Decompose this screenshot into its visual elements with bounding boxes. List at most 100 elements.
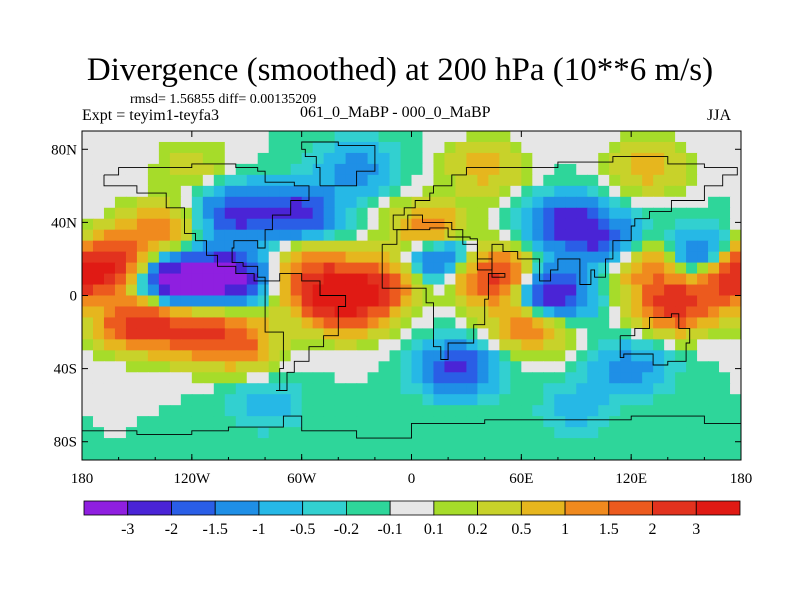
field-cell (224, 185, 237, 198)
field-cell (411, 427, 424, 439)
field-cell (554, 262, 566, 275)
field-cell (719, 317, 731, 330)
field-cell (82, 196, 94, 209)
field-cell (565, 394, 577, 406)
field-cell (158, 141, 171, 154)
field-cell (477, 383, 489, 395)
field-cell (565, 141, 577, 154)
field-cell (565, 251, 577, 264)
field-cell (521, 383, 533, 395)
field-cell (565, 152, 577, 165)
field-cell (642, 328, 654, 340)
field-cell (114, 317, 127, 330)
colorbar-label: -1.5 (203, 521, 228, 538)
field-cell (708, 449, 720, 460)
field-cell (521, 218, 533, 231)
field-cell (499, 383, 511, 395)
field-cell (587, 218, 599, 231)
field-cell (554, 438, 566, 450)
field-cell (158, 405, 171, 417)
field-cell (444, 218, 457, 231)
field-cell (543, 339, 555, 351)
field-cell (312, 383, 325, 395)
field-cell (125, 306, 138, 319)
field-cell (433, 185, 446, 198)
field-cell (400, 229, 413, 242)
field-cell (587, 317, 599, 330)
field-cell (103, 218, 116, 231)
field-cell (334, 218, 347, 231)
field-cell (653, 284, 665, 297)
field-cell (301, 449, 314, 460)
field-cell (697, 449, 709, 460)
field-cell (521, 394, 533, 406)
field-cell (422, 174, 435, 187)
field-cell (653, 262, 665, 275)
field-cell (323, 273, 336, 286)
field-cell (334, 152, 347, 165)
field-cell (82, 449, 94, 460)
field-cell (389, 185, 402, 198)
field-cell (312, 262, 325, 275)
field-cell (422, 229, 435, 242)
field-cell (180, 317, 193, 330)
field-cell (675, 262, 687, 275)
field-cell (455, 262, 468, 275)
field-cell (400, 427, 413, 439)
field-cell (466, 372, 478, 384)
field-cell (224, 196, 237, 209)
field-cell (664, 218, 676, 231)
field-cell (136, 284, 149, 297)
field-cell (675, 394, 687, 406)
field-cell (444, 416, 457, 428)
field-cell (389, 416, 402, 428)
field-cell (92, 394, 105, 406)
field-cell (378, 295, 391, 308)
field-cell (565, 372, 577, 384)
field-cell (158, 306, 171, 319)
field-cell (697, 350, 709, 362)
field-cell (510, 416, 522, 428)
field-cell (345, 405, 358, 417)
field-cell (554, 405, 566, 417)
field-cell (334, 361, 347, 373)
field-cell (576, 339, 588, 351)
field-cell (675, 372, 687, 384)
field-cell (312, 284, 325, 297)
field-cell (82, 174, 94, 187)
field-cell (554, 372, 566, 384)
field-cell (444, 262, 457, 275)
field-cell (312, 273, 325, 286)
field-cell (158, 251, 171, 264)
field-cell (609, 317, 621, 330)
field-cell (620, 361, 632, 373)
field-cell (279, 295, 292, 308)
field-cell (334, 306, 347, 319)
field-cell (411, 416, 424, 428)
field-cell (653, 405, 665, 417)
field-cell (708, 306, 720, 319)
field-cell (422, 196, 435, 209)
field-cell (653, 131, 665, 143)
field-cell (114, 427, 127, 439)
field-cell (488, 317, 500, 330)
x-tick-label: 180 (730, 471, 753, 487)
field-cell (257, 141, 270, 154)
field-cell (213, 383, 226, 395)
field-cell (334, 163, 347, 176)
field-cell (719, 262, 731, 275)
field-cell (565, 174, 577, 187)
field-cell (510, 317, 522, 330)
field-cell (345, 207, 358, 220)
field-cell (675, 306, 687, 319)
field-cell (455, 372, 468, 384)
field-cell (499, 163, 511, 176)
field-cell (488, 416, 500, 428)
field-cell (422, 383, 435, 395)
field-cell (576, 273, 588, 286)
field-cell (488, 295, 500, 308)
field-cell (411, 141, 424, 154)
field-cell (246, 449, 259, 460)
field-cell (301, 295, 314, 308)
field-cell (180, 427, 193, 439)
